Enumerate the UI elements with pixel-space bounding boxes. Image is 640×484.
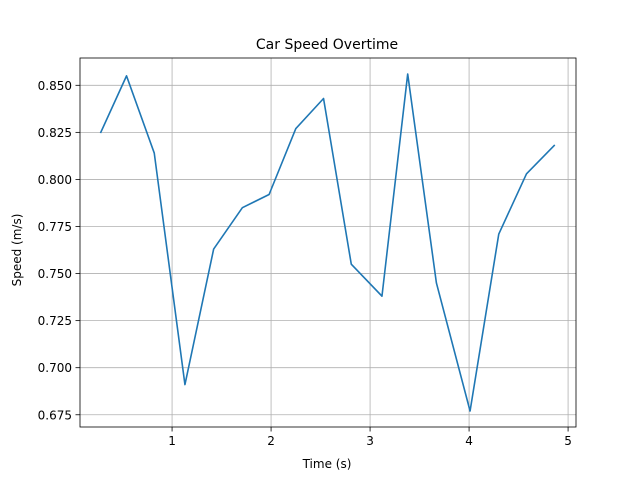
y-tick-label: 0.775 xyxy=(38,220,72,234)
x-tick-label: 2 xyxy=(267,434,275,448)
y-axis-label: Speed (m/s) xyxy=(10,214,24,287)
y-tick-label: 0.800 xyxy=(38,173,72,187)
y-tick-label: 0.825 xyxy=(38,126,72,140)
x-tick-label: 4 xyxy=(465,434,473,448)
y-tick-label: 0.700 xyxy=(38,361,72,375)
x-tick-label: 3 xyxy=(366,434,374,448)
y-axis-ticks: 0.675 0.700 0.725 0.750 0.775 0.800 0.825 0.850 xyxy=(38,79,80,422)
axes-frame xyxy=(79,57,577,428)
x-axis-label: Time (s) xyxy=(302,457,352,471)
series-layer xyxy=(99,73,556,412)
x-axis-ticks: 1 2 3 4 5 xyxy=(168,427,572,448)
y-tick-label: 0.725 xyxy=(38,314,72,328)
grid xyxy=(80,58,576,427)
x-tick-label: 5 xyxy=(564,434,572,448)
series-line xyxy=(99,73,556,412)
y-tick-label: 0.850 xyxy=(38,79,72,93)
chart-title: Car Speed Overtime xyxy=(256,37,398,53)
y-tick-label: 0.750 xyxy=(38,267,72,281)
x-tick-label: 1 xyxy=(168,434,176,448)
y-tick-label: 0.675 xyxy=(38,408,72,422)
